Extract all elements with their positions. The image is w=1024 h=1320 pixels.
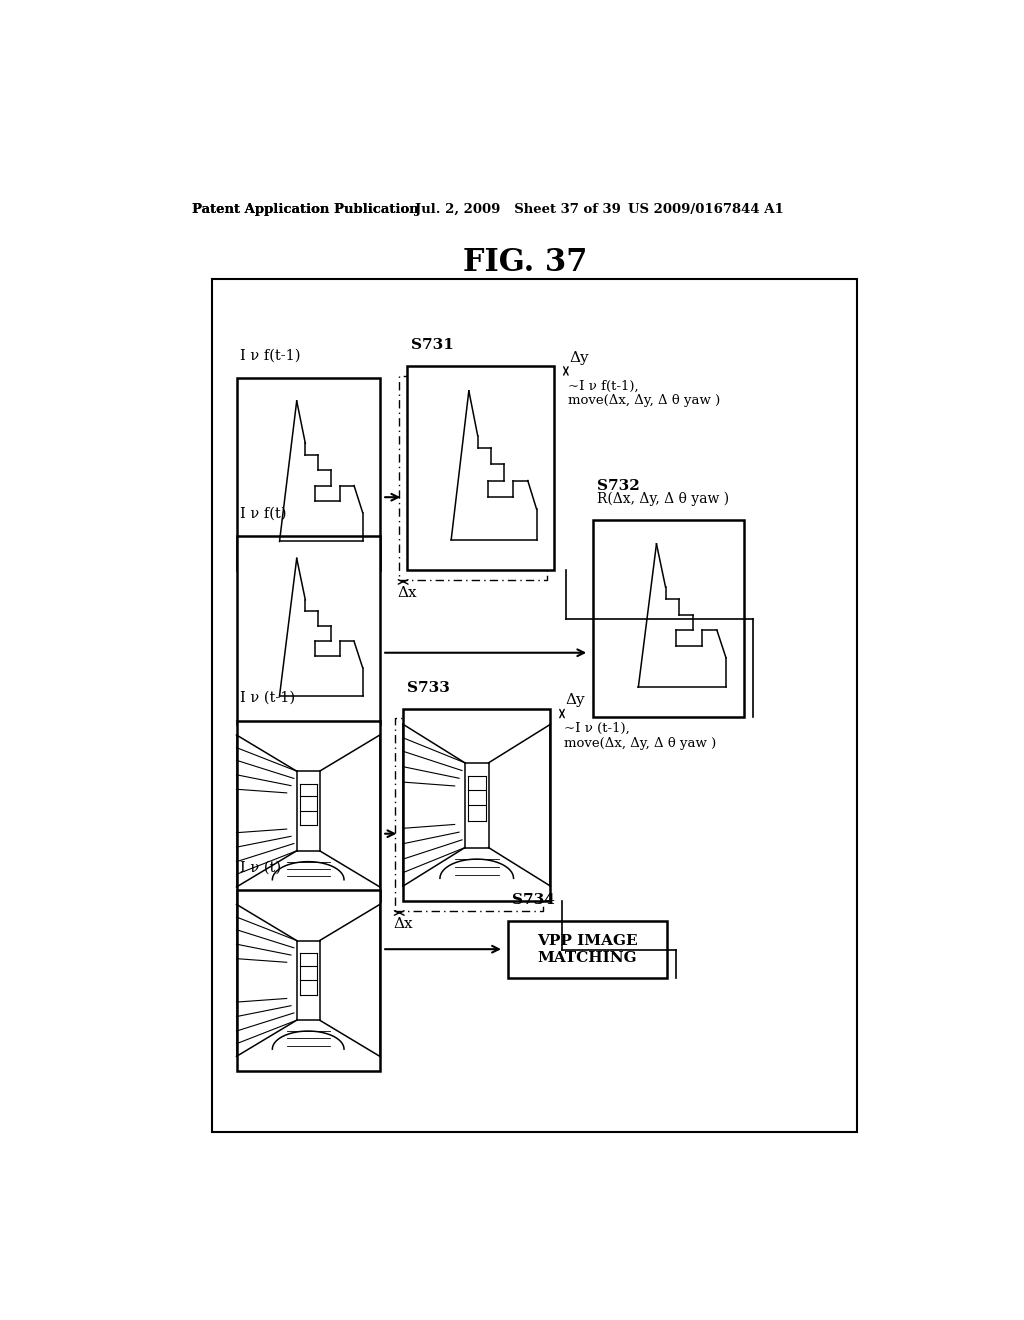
Text: S732: S732 <box>597 479 640 494</box>
Text: FIG. 37: FIG. 37 <box>463 247 587 279</box>
Bar <box>508 921 667 978</box>
Text: S733: S733 <box>407 681 450 696</box>
Text: US 2009/0167844 A1: US 2009/0167844 A1 <box>628 203 783 216</box>
Text: MATCHING: MATCHING <box>538 952 637 965</box>
Text: ~I ν (t-1),
move(Δx, Δy, Δ θ yaw ): ~I ν (t-1), move(Δx, Δy, Δ θ yaw ) <box>564 722 717 750</box>
Bar <box>395 718 543 911</box>
Bar <box>237 721 380 902</box>
Text: VPP IMAGE: VPP IMAGE <box>537 935 638 949</box>
Text: S731: S731 <box>411 338 454 352</box>
Text: ~I ν f(t-1),
move(Δx, Δy, Δ θ yaw ): ~I ν f(t-1), move(Δx, Δy, Δ θ yaw ) <box>568 379 721 408</box>
Text: Jul. 2, 2009   Sheet 37 of 39: Jul. 2, 2009 Sheet 37 of 39 <box>415 203 621 216</box>
Bar <box>237 890 380 1071</box>
Text: Δx: Δx <box>394 917 414 931</box>
Text: I ν f(t-1): I ν f(t-1) <box>241 348 301 363</box>
Text: Δy: Δy <box>569 351 590 364</box>
Text: Patent Application Publication: Patent Application Publication <box>191 203 418 216</box>
Bar <box>407 367 554 570</box>
Bar <box>237 536 380 725</box>
Text: Patent Application Publication: Patent Application Publication <box>191 203 418 216</box>
Text: Δy: Δy <box>566 693 586 708</box>
Bar <box>593 520 744 717</box>
Bar <box>237 378 380 570</box>
Text: I ν (t-1): I ν (t-1) <box>241 692 296 705</box>
Bar <box>403 709 550 902</box>
Text: I ν f(t): I ν f(t) <box>241 507 287 520</box>
Bar <box>212 280 856 1133</box>
Text: I ν (t): I ν (t) <box>241 861 282 875</box>
Text: S734: S734 <box>512 892 555 907</box>
Text: R(Δx, Δy, Δ θ yaw ): R(Δx, Δy, Δ θ yaw ) <box>597 492 729 507</box>
Text: Δx: Δx <box>397 586 418 599</box>
Bar <box>399 376 547 579</box>
